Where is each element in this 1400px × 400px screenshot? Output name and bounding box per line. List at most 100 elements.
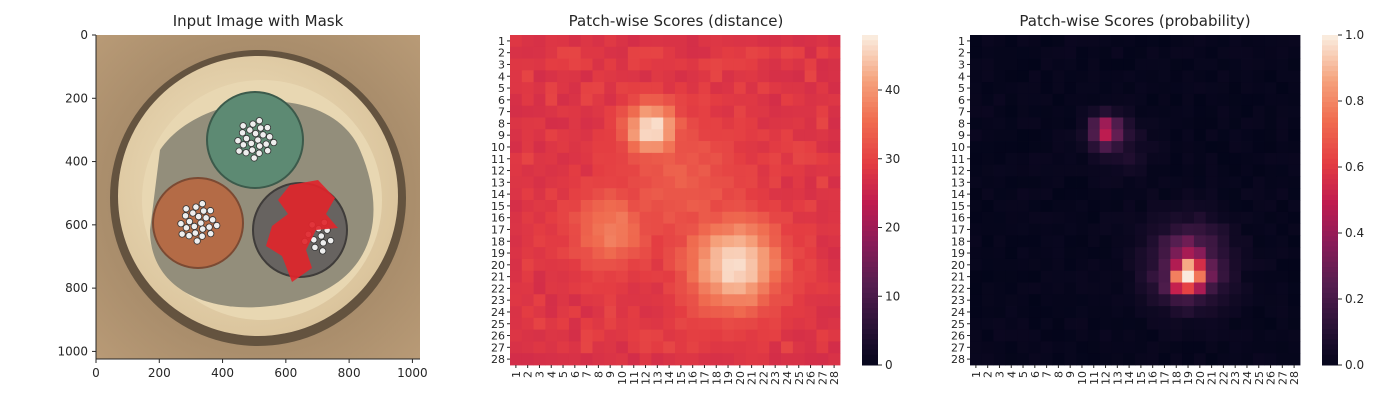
- heatmap-cell: [1193, 129, 1207, 142]
- heatmap-cell: [745, 129, 758, 142]
- heatmap-cell: [545, 105, 558, 118]
- heatmap-cell: [1052, 117, 1065, 130]
- heatmap-cell: [651, 282, 664, 295]
- heatmap-cell: [828, 82, 841, 95]
- heatmap-cell: [1028, 270, 1042, 283]
- heatmap-cell: [1193, 35, 1207, 48]
- heatmap-cell: [545, 353, 558, 366]
- heatmap-cell: [1135, 117, 1148, 130]
- heatmap-cell: [792, 141, 806, 154]
- heatmap-cell: [710, 105, 723, 118]
- heatmap-cell: [1252, 176, 1266, 189]
- panel1-y-tick-label: 800: [65, 281, 88, 295]
- heatmap-cell: [1005, 329, 1018, 342]
- heatmap-cell: [568, 235, 582, 248]
- heatmap-cell: [769, 105, 782, 118]
- heatmap-cell: [1099, 58, 1112, 71]
- colorbar-segment: [1322, 40, 1338, 46]
- heatmap-cell: [1052, 105, 1065, 118]
- heatmap-cell: [1276, 247, 1289, 260]
- heatmap-y-tick-label: 2: [958, 47, 965, 60]
- wire-strand: [246, 126, 254, 134]
- heatmap-cell: [1182, 294, 1195, 307]
- heatmap-cell: [510, 317, 523, 331]
- colorbar-segment: [862, 267, 878, 273]
- heatmap-cell: [781, 306, 794, 319]
- heatmap-cell: [568, 247, 582, 260]
- heatmap-cell: [1123, 223, 1136, 236]
- heatmap-x-tick-label: 1: [510, 371, 523, 378]
- heatmap-cell: [970, 294, 983, 307]
- colorbar-segment: [1322, 122, 1338, 129]
- heatmap-x-tick-label: 8: [1052, 371, 1065, 378]
- heatmap-cell: [533, 258, 546, 272]
- heatmap-cell: [1076, 270, 1089, 283]
- heatmap-cell: [627, 176, 641, 189]
- colorbar-segment: [862, 323, 878, 330]
- heatmap-cell: [639, 247, 652, 260]
- heatmap-cell: [1099, 211, 1112, 224]
- heatmap-cell: [792, 82, 806, 95]
- heatmap-cell: [1288, 353, 1301, 366]
- heatmap-cell: [710, 129, 723, 142]
- heatmap-cell: [521, 58, 534, 71]
- heatmap-cell: [1040, 353, 1053, 366]
- heatmap-cell: [722, 353, 735, 366]
- heatmap-cell: [1099, 235, 1112, 248]
- heatmap-cell: [816, 294, 829, 307]
- heatmap-cell: [1252, 35, 1266, 48]
- heatmap-cell: [970, 341, 983, 354]
- colorbar-tick-label: 10: [885, 289, 900, 303]
- heatmap-cell: [816, 129, 829, 142]
- colorbar-segment: [862, 205, 878, 211]
- wire-strand: [311, 243, 319, 251]
- heatmap-cell: [698, 82, 711, 95]
- heatmap-cell: [592, 294, 605, 307]
- heatmap-cell: [993, 35, 1006, 48]
- heatmap-cell: [1052, 258, 1065, 272]
- heatmap-cell: [1276, 46, 1289, 59]
- heatmap-cell: [1064, 46, 1077, 59]
- heatmap-x-tick-label: 3: [533, 371, 546, 378]
- heatmap-cell: [686, 58, 699, 71]
- heatmap-cell: [757, 117, 770, 130]
- heatmap-cell: [1205, 200, 1218, 213]
- heatmap-cell: [1076, 294, 1089, 307]
- panel1-x-tick-label: 200: [148, 366, 171, 380]
- heatmap-x-tick-label: 18: [1170, 371, 1183, 385]
- heatmap-cell: [1217, 317, 1230, 331]
- heatmap-cell: [769, 282, 782, 295]
- panel1-x-tick-label: 600: [274, 366, 297, 380]
- heatmap-x-tick-label: 15: [675, 371, 688, 385]
- heatmap-cell: [828, 105, 841, 118]
- colorbar-segment: [862, 55, 878, 62]
- colorbar-segment: [862, 138, 878, 144]
- heatmap-cell: [1288, 317, 1301, 331]
- heatmap-cell: [616, 82, 629, 95]
- colorbar-segment: [1322, 267, 1338, 273]
- colorbar-segment: [862, 179, 878, 186]
- heatmap-cell: [651, 223, 664, 236]
- heatmap-cell: [1028, 247, 1042, 260]
- heatmap-cell: [970, 70, 983, 83]
- heatmap-cell: [710, 329, 723, 342]
- heatmap-cell: [557, 258, 570, 272]
- heatmap-cell: [1064, 164, 1077, 177]
- heatmap-cell: [1182, 306, 1195, 319]
- heatmap-cell: [1229, 258, 1242, 272]
- heatmap-cell: [1099, 188, 1112, 201]
- heatmap-cell: [981, 188, 994, 201]
- heatmap-cell: [580, 294, 593, 307]
- heatmap-cell: [604, 82, 617, 95]
- heatmap-cell: [1064, 129, 1077, 142]
- heatmap-cell: [675, 258, 688, 272]
- colorbar-tick-label: 30: [885, 152, 900, 166]
- heatmap-cell: [1205, 164, 1218, 177]
- heatmap-cell: [816, 164, 829, 177]
- heatmap-cell: [710, 164, 723, 177]
- heatmap-cell: [733, 294, 747, 307]
- heatmap-cell: [1229, 306, 1242, 319]
- heatmap-cell: [1040, 46, 1053, 59]
- heatmap-cell: [769, 270, 782, 283]
- heatmap-cell: [1135, 164, 1148, 177]
